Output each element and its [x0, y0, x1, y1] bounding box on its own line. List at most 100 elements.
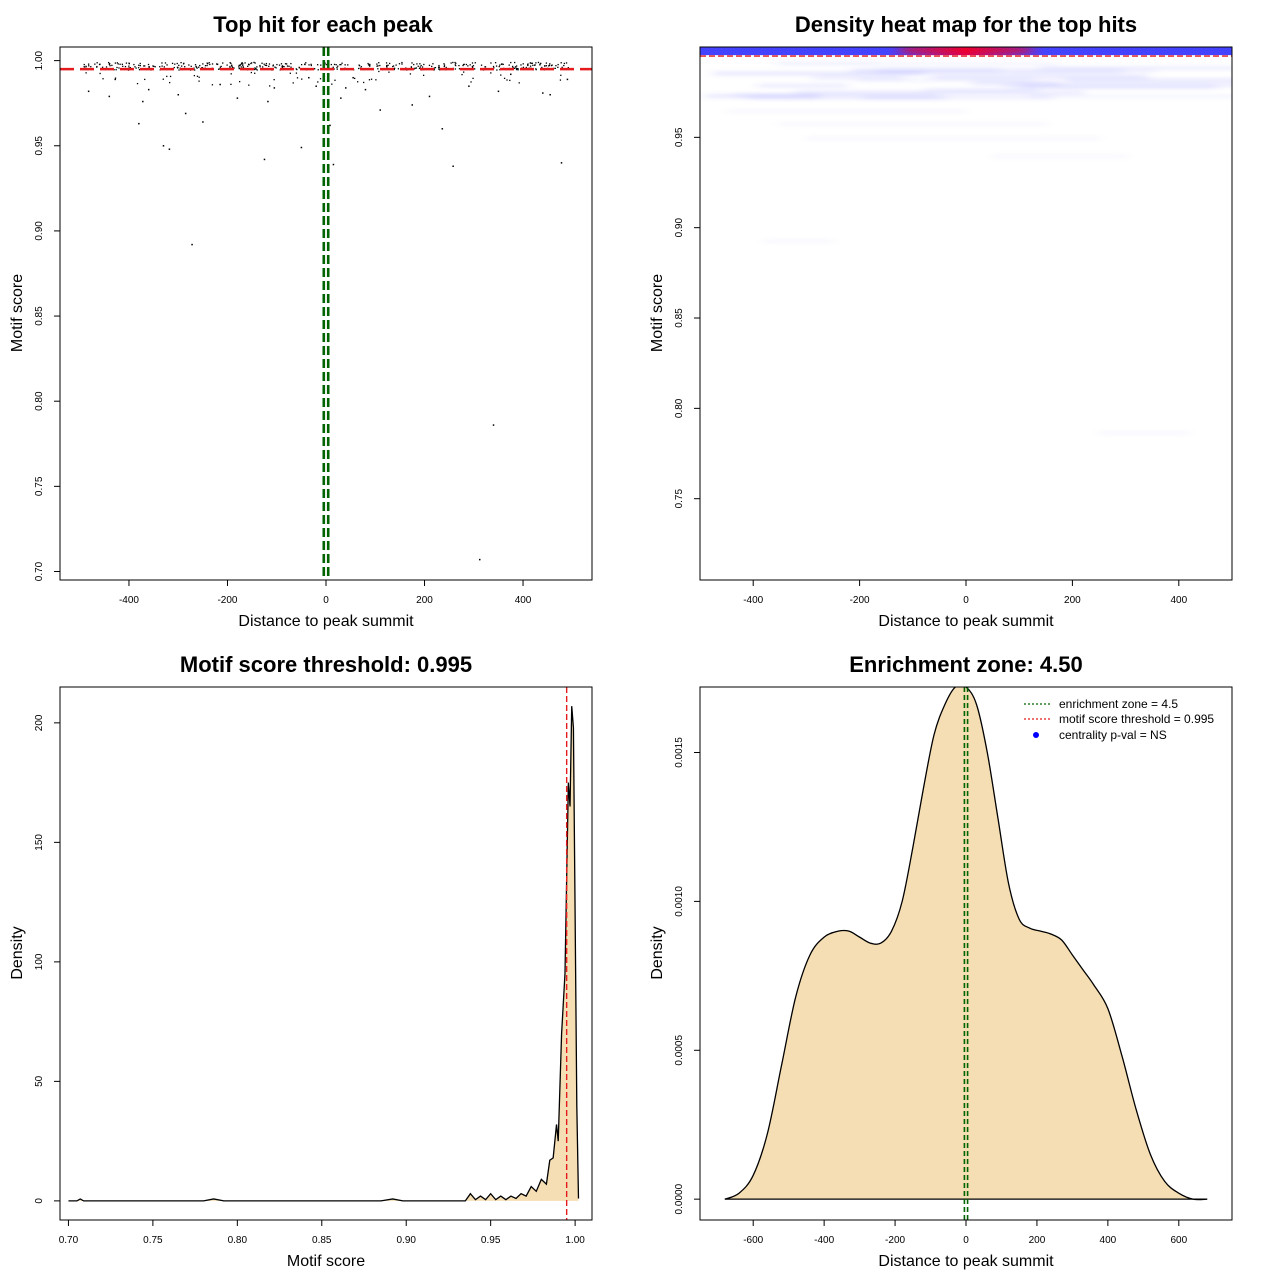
data-point — [99, 63, 101, 65]
data-point — [180, 61, 182, 64]
data-point — [471, 62, 474, 64]
data-point — [392, 65, 394, 68]
data-point — [415, 67, 418, 69]
data-point — [125, 62, 128, 64]
data-point — [358, 67, 360, 70]
legend: enrichment zone = 4.5 motif score thresh… — [1024, 697, 1214, 742]
x-tick-label: 0.70 — [59, 1235, 79, 1246]
data-point — [159, 66, 161, 68]
data-point — [264, 64, 266, 66]
legend-entry-zone: enrichment zone = 4.5 — [1059, 697, 1178, 711]
data-point — [273, 87, 276, 89]
data-point — [398, 63, 401, 65]
data-point — [241, 62, 243, 64]
data-point — [300, 146, 303, 149]
density-streak — [812, 76, 904, 80]
data-point — [128, 65, 130, 67]
data-point — [554, 67, 556, 70]
data-point — [341, 62, 343, 64]
data-point — [194, 64, 197, 66]
density-streak — [776, 61, 879, 65]
density-streak — [924, 88, 1036, 92]
data-point — [269, 85, 271, 87]
x-tick-label: 200 — [416, 595, 433, 606]
data-point — [116, 66, 118, 69]
data-point — [195, 66, 198, 68]
data-point — [116, 62, 119, 64]
data-point — [458, 68, 461, 70]
data-point — [420, 64, 422, 67]
x-tick-label: -400 — [743, 595, 763, 606]
x-tick-label: 0.90 — [396, 1235, 416, 1246]
data-point — [109, 63, 111, 65]
data-point — [232, 66, 234, 69]
data-point — [248, 84, 250, 86]
data-point — [376, 65, 378, 67]
y-tick-label: 0 — [34, 1198, 45, 1204]
data-point — [369, 65, 371, 67]
data-point — [85, 65, 87, 68]
data-point — [176, 62, 178, 65]
data-point — [298, 66, 300, 69]
panel-top-hit-scatter: Top hit for each peak -400 -200 0 200 400 0.7… — [9, 12, 593, 630]
data-point — [96, 62, 98, 64]
data-point — [434, 66, 437, 69]
data-point — [535, 68, 537, 70]
data-point — [236, 97, 239, 99]
data-point — [551, 64, 553, 66]
data-point — [114, 62, 117, 64]
data-point — [549, 63, 551, 65]
data-point — [411, 104, 414, 106]
data-point — [162, 145, 165, 147]
data-point — [368, 79, 371, 81]
data-point — [433, 67, 436, 69]
data-point — [529, 62, 531, 64]
density-streak — [795, 90, 1085, 94]
data-point — [136, 82, 139, 85]
data-point — [490, 62, 492, 64]
data-point — [240, 63, 242, 66]
data-point — [278, 64, 281, 66]
density-line — [724, 687, 1208, 1201]
data-point — [254, 67, 256, 69]
data-point — [256, 66, 258, 68]
x-tick-label: 0 — [323, 595, 329, 606]
data-point — [357, 81, 359, 83]
data-point — [527, 63, 529, 65]
data-point — [204, 65, 207, 67]
data-point — [550, 64, 553, 67]
data-point — [560, 74, 562, 76]
data-point — [469, 64, 471, 66]
data-point — [143, 65, 145, 67]
data-point — [393, 67, 396, 69]
legend-swatch-pval — [1033, 732, 1039, 738]
data-point — [122, 65, 124, 67]
data-point — [462, 63, 465, 66]
data-point — [216, 63, 219, 65]
data-point — [535, 68, 537, 71]
data-point — [316, 64, 319, 66]
data-point — [563, 62, 566, 65]
data-point — [379, 109, 381, 111]
data-point — [217, 68, 220, 70]
data-point — [413, 63, 415, 66]
data-point — [83, 66, 85, 68]
data-point — [411, 62, 413, 64]
data-point — [147, 63, 150, 66]
data-point — [409, 73, 412, 75]
x-tick-label: -400 — [119, 595, 139, 606]
data-point — [441, 128, 444, 130]
density-streak — [972, 81, 1060, 85]
data-point — [495, 65, 498, 67]
data-point — [288, 65, 290, 67]
data-point — [268, 63, 271, 65]
data-point — [566, 78, 569, 81]
data-point — [414, 67, 416, 70]
data-point — [272, 64, 275, 66]
data-point — [286, 65, 289, 67]
data-point — [362, 81, 365, 84]
data-point — [238, 67, 241, 70]
data-point — [418, 67, 421, 70]
density-streak — [726, 110, 966, 113]
data-point — [138, 122, 140, 125]
